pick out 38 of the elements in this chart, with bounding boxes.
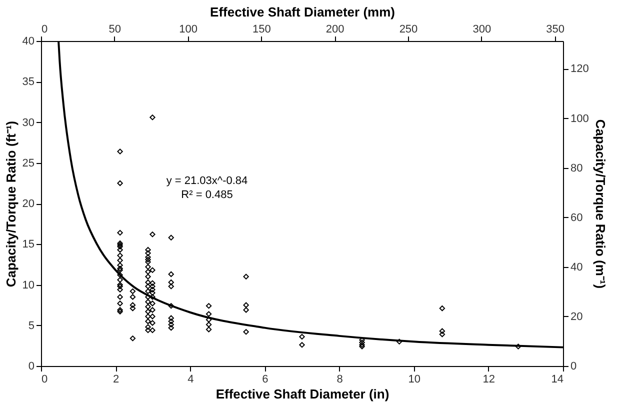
y-axis-title: Capacity/Torque Ratio (ft⁻¹) (3, 120, 18, 288)
y2-tick-label: 80 (570, 162, 583, 174)
y2-tick-label: 20 (570, 310, 583, 323)
x2-axis-title: Effective Shaft Diameter (mm) (210, 4, 395, 20)
x-tick-label: 14 (551, 374, 564, 386)
x2-tick-label: 150 (252, 24, 271, 36)
y2-tick-label: 120 (570, 63, 589, 76)
x2-tick-label: 100 (179, 24, 198, 36)
y-tick-label: 20 (22, 198, 34, 210)
x2-tick-label: 0 (42, 24, 48, 36)
x2-tick-label: 50 (108, 24, 122, 36)
x-axis-title: Effective Shaft Diameter (in) (216, 386, 390, 402)
x2-tick-label: 350 (546, 24, 564, 36)
annotation: R² = 0.485 (181, 189, 233, 201)
y-tick-label: 30 (22, 116, 34, 129)
y-tick-label: 35 (22, 76, 34, 88)
y2-tick-label: 0 (570, 360, 577, 372)
y-tick-label: 15 (22, 238, 34, 251)
y-tick-label: 0 (28, 360, 34, 372)
y2-tick-label: 60 (570, 212, 583, 224)
y-tick-label: 25 (22, 157, 34, 170)
annotation: y = 21.03x^-0.84 (166, 175, 248, 187)
x2-tick-label: 250 (399, 24, 418, 36)
y2-tick-label: 100 (570, 112, 589, 125)
y-tick-label: 5 (28, 320, 34, 332)
x-tick-label: 0 (42, 374, 48, 386)
x-tick-label: 10 (408, 374, 420, 386)
x-tick-label: 6 (262, 374, 268, 386)
x-tick-label: 2 (113, 374, 120, 386)
x-tick-label: 8 (336, 374, 343, 386)
y2-axis-title: Capacity/Torque Ratio (m⁻¹) (592, 119, 608, 289)
y-tick-label: 40 (22, 36, 34, 48)
y2-tick-label: 40 (570, 261, 583, 274)
x2-tick-label: 200 (326, 24, 344, 36)
x-tick-label: 4 (188, 374, 194, 386)
x-tick-label: 12 (482, 374, 496, 386)
x2-tick-label: 300 (472, 24, 492, 36)
y-tick-label: 10 (22, 279, 34, 292)
